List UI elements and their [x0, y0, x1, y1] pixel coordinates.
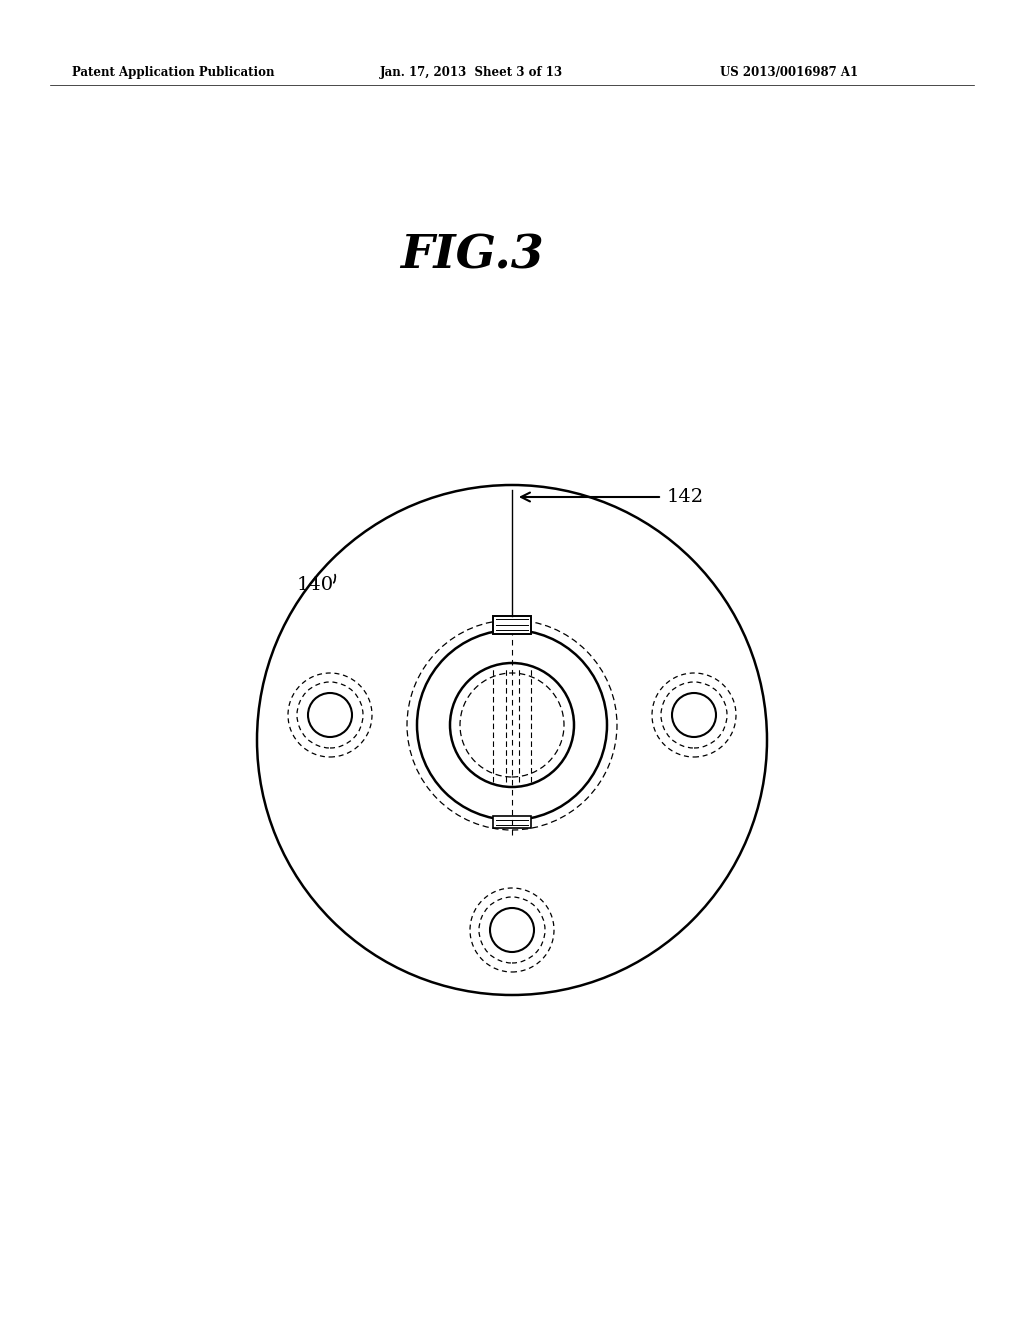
- Text: Patent Application Publication: Patent Application Publication: [72, 66, 274, 78]
- Bar: [493, 816, 531, 828]
- Text: US 2013/0016987 A1: US 2013/0016987 A1: [720, 66, 858, 78]
- Text: Jan. 17, 2013  Sheet 3 of 13: Jan. 17, 2013 Sheet 3 of 13: [380, 66, 563, 78]
- Text: 140: 140: [297, 576, 334, 594]
- Text: 142: 142: [667, 488, 705, 506]
- Bar: [493, 616, 531, 634]
- Text: FIG.3: FIG.3: [400, 232, 544, 279]
